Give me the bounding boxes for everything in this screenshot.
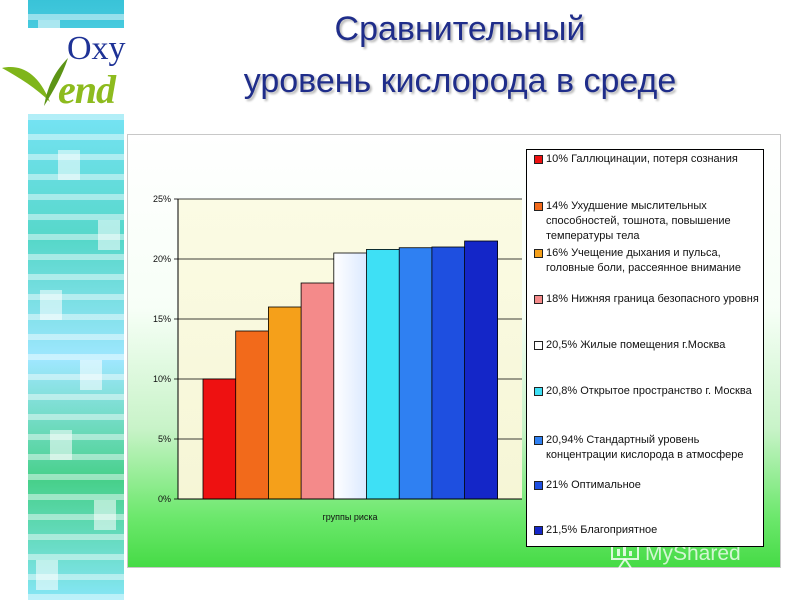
legend-item: 20,8% Открытое пространство г. Москва [533, 384, 759, 399]
legend-item: 14% Ухудшение мыслительных способностей,… [533, 199, 759, 244]
legend-label: 20,94% Стандартный уровень концентрации … [546, 434, 744, 461]
legend-swatch [534, 436, 543, 445]
leaf-icon [2, 58, 68, 106]
bar-8 [431, 246, 466, 500]
y-tick-label: 5% [158, 434, 171, 444]
y-tick-labels: 0% 5% 10% 15% 20% 25% [153, 194, 171, 504]
legend-label: 18% Нижняя граница безопасного уровня [546, 293, 759, 305]
oxyvend-logo: Oxy end [0, 28, 140, 114]
bar-4 [300, 282, 335, 500]
logo-text-top: Oxy [67, 30, 126, 67]
bar-7 [398, 247, 433, 500]
legend-label: 20,5% Жилые помещения г.Москва [546, 339, 726, 351]
page-title-line-1: Сравнительный [334, 10, 586, 48]
legend-swatch [534, 202, 543, 211]
legend-label: 14% Ухудшение мыслительных способностей,… [546, 200, 731, 242]
y-tick-label: 25% [153, 194, 171, 204]
bar-1 [202, 378, 237, 500]
bar-5 [333, 252, 368, 500]
page-title-line-2: уровень кислорода в среде [243, 62, 677, 100]
legend-swatch [534, 155, 543, 164]
legend-label: 10% Галлюцинации, потеря сознания [546, 153, 738, 165]
bar-chart: 0% 5% 10% 15% 20% 25% группы риска [153, 194, 522, 522]
bar-3 [267, 306, 302, 500]
y-tick-label: 15% [153, 314, 171, 324]
myshared-watermark: MyShared [609, 539, 769, 569]
bar-9 [464, 240, 499, 500]
y-tick-label: 20% [153, 254, 171, 264]
y-tick-label: 0% [158, 494, 171, 504]
chart-legend: 10% Галлюцинации, потеря сознания 14% Уху… [526, 149, 764, 547]
legend-item: 10% Галлюцинации, потеря сознания [533, 152, 759, 167]
legend-label: 16% Учещение дыхания и пульса, головные … [546, 247, 741, 274]
legend-swatch [534, 295, 543, 304]
logo-text-bottom: end [58, 67, 116, 112]
legend-swatch [534, 387, 543, 396]
legend-label: 21,5% Благоприятное [546, 524, 658, 536]
legend-label: 21% Оптимальное [546, 479, 641, 491]
x-axis-label: группы риска [322, 512, 377, 522]
legend-label: 20,8% Открытое пространство г. Москва [546, 385, 752, 397]
legend-swatch [534, 526, 543, 535]
y-tick-label: 10% [153, 374, 171, 384]
legend-swatch [534, 481, 543, 490]
axes [177, 199, 522, 500]
legend-swatch [534, 341, 543, 350]
bar-2 [235, 330, 270, 500]
bar-6 [366, 249, 400, 500]
legend-item: 20,94% Стандартный уровень концентрации … [533, 433, 759, 463]
legend-item: 20,5% Жилые помещения г.Москва [533, 338, 759, 353]
watermark-text: MyShared [645, 542, 741, 565]
legend-item: 18% Нижняя граница безопасного уровня [533, 292, 759, 307]
bars [202, 240, 499, 500]
legend-item: 16% Учещение дыхания и пульса, головные … [533, 246, 759, 276]
legend-swatch [534, 249, 543, 258]
legend-item: 21,5% Благоприятное [533, 523, 759, 538]
legend-item: 21% Оптимальное [533, 478, 759, 493]
